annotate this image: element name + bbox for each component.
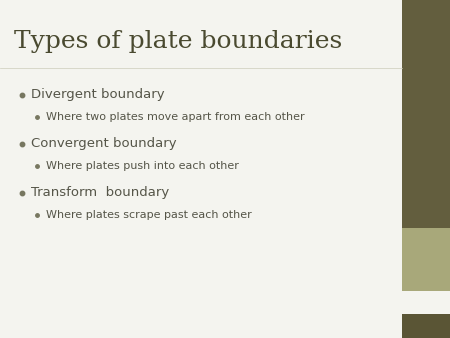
Bar: [402, 228, 450, 291]
Text: Types of plate boundaries: Types of plate boundaries: [14, 30, 342, 53]
Text: Where plates scrape past each other: Where plates scrape past each other: [46, 210, 252, 220]
Bar: [402, 314, 450, 338]
Text: Where two plates move apart from each other: Where two plates move apart from each ot…: [46, 112, 305, 122]
Text: Where plates push into each other: Where plates push into each other: [46, 161, 239, 171]
Bar: [402, 0, 450, 252]
Text: Transform  boundary: Transform boundary: [31, 186, 169, 199]
Text: Convergent boundary: Convergent boundary: [31, 137, 176, 150]
Text: Divergent boundary: Divergent boundary: [31, 88, 164, 101]
